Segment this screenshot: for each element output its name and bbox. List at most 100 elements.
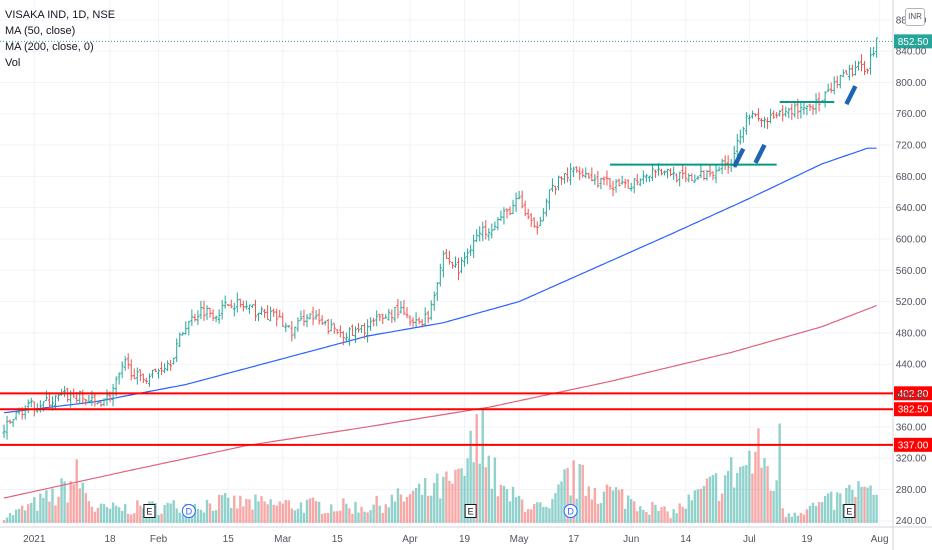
volume-bar — [233, 495, 236, 523]
volume-bar — [296, 508, 300, 523]
volume-bar — [436, 473, 439, 523]
volume-bar — [57, 496, 60, 523]
ohlc-bar — [11, 419, 15, 427]
volume-bar — [348, 508, 351, 523]
ohlc-bar — [426, 310, 430, 324]
volume-bar — [590, 499, 594, 523]
volume-bar — [66, 502, 69, 523]
ohlc-bar — [681, 163, 685, 180]
chart-legend: VISAKA IND, 1D, NSE MA (50, close) MA (2… — [5, 7, 115, 71]
ohlc-bar — [714, 164, 718, 184]
volume-bar — [81, 482, 84, 523]
legend-symbol[interactable]: VISAKA IND, 1D, NSE — [5, 9, 116, 21]
ohlc-bar — [396, 298, 400, 319]
ohlc-bar — [853, 60, 857, 76]
ohlc-bar — [702, 170, 706, 181]
time-axis[interactable]: 2021 18 Feb 15 Mar 15 Apr 19 May 17 Jun 14 Jul 19 Aug — [23, 534, 888, 545]
volume-bar — [663, 506, 666, 523]
ohlc-bar — [523, 200, 527, 217]
volume-bar — [472, 462, 475, 523]
volume-bar — [593, 488, 597, 523]
volume-bar — [108, 508, 112, 523]
volume-bar — [772, 490, 775, 523]
volume-bar — [757, 428, 760, 523]
volume-bar — [345, 503, 348, 523]
ohlc-bar — [560, 176, 564, 185]
ohlc-bar — [808, 103, 812, 111]
volume-bar — [199, 509, 203, 523]
volume-bar — [90, 506, 94, 523]
legend-ma200[interactable]: MA (200, close, 0) — [5, 41, 94, 53]
dividend-marker-icon — [181, 504, 196, 518]
trendlines[interactable]: 852.50 — [0, 34, 932, 168]
volume-bar — [354, 501, 357, 523]
volume-bar — [251, 509, 254, 523]
ohlc-bar — [441, 250, 445, 278]
ohlc-bar — [357, 323, 361, 333]
legend-vol[interactable]: Vol — [5, 57, 21, 69]
ohlc-bar — [802, 101, 806, 115]
ohlc-bar — [744, 112, 748, 135]
horizontal-levels[interactable]: 402.80 382.50 337.00 — [0, 386, 932, 452]
x-tick-label: 14 — [680, 534, 692, 545]
ohlc-bar — [26, 399, 30, 414]
volume-bar — [484, 467, 487, 523]
ohlc-bar — [466, 248, 470, 265]
volume-bar — [657, 511, 660, 523]
ohlc-bar — [214, 315, 218, 323]
ohlc-bar — [784, 106, 788, 117]
volume-bar — [669, 518, 672, 523]
ohlc-bar — [705, 169, 709, 181]
volume-bar — [820, 502, 824, 523]
price-axis[interactable]: 240.00 280.00 320.00 360.00 400.00 440.00 480.… — [896, 15, 927, 527]
volume-bar — [281, 503, 284, 523]
volume-bar — [457, 468, 460, 523]
volume-bar — [611, 490, 615, 523]
volume-bar — [778, 423, 781, 523]
volume-bar — [787, 513, 790, 523]
ohlc-bar — [584, 167, 588, 179]
ohlc-bar — [756, 108, 760, 122]
volume-bar — [687, 494, 690, 523]
ohlc-bar — [399, 301, 403, 314]
dividend-marker-label: D — [186, 507, 193, 517]
ohlc-bar — [202, 300, 206, 321]
volume-bar — [733, 487, 736, 523]
ohlc-bar — [299, 310, 303, 321]
ohlc-bar — [29, 397, 33, 408]
volume-bar — [720, 493, 724, 523]
y-tick-label: 600.00 — [896, 234, 927, 245]
volume-bar — [857, 481, 860, 523]
x-tick-label: 15 — [223, 534, 235, 545]
ohlc-bar — [699, 163, 703, 179]
volume-bar — [284, 500, 287, 523]
volume-bar — [166, 502, 169, 523]
volume-bar — [211, 510, 215, 523]
ohlc-bar — [93, 393, 97, 407]
ohlc-bar — [644, 173, 648, 183]
level-label-bg — [894, 402, 932, 417]
volume-bar — [205, 499, 209, 523]
ohlc-bar — [841, 69, 845, 78]
ohlc-bar — [799, 100, 803, 119]
volume-bar — [275, 505, 278, 523]
volume-bar — [396, 488, 400, 523]
pencil-marker-icon — [732, 147, 746, 168]
legend-ma50[interactable]: MA (50, close) — [5, 25, 76, 37]
ohlc-bar — [835, 75, 839, 89]
ohlc-bar — [266, 305, 270, 320]
volume-bar — [48, 501, 51, 523]
y-tick-label: 440.00 — [896, 360, 927, 371]
volume-bar — [51, 488, 54, 523]
earnings-marker-label: E — [468, 507, 474, 517]
volume-bar — [45, 490, 48, 523]
currency-button[interactable]: INR — [905, 8, 925, 26]
ohlc-bar — [296, 317, 300, 332]
ohlc-bar — [293, 326, 297, 339]
ohlc-bar — [508, 206, 512, 216]
ohlc-bar — [460, 257, 464, 274]
volume-bar — [378, 505, 381, 523]
x-tick-label: 18 — [104, 534, 116, 545]
